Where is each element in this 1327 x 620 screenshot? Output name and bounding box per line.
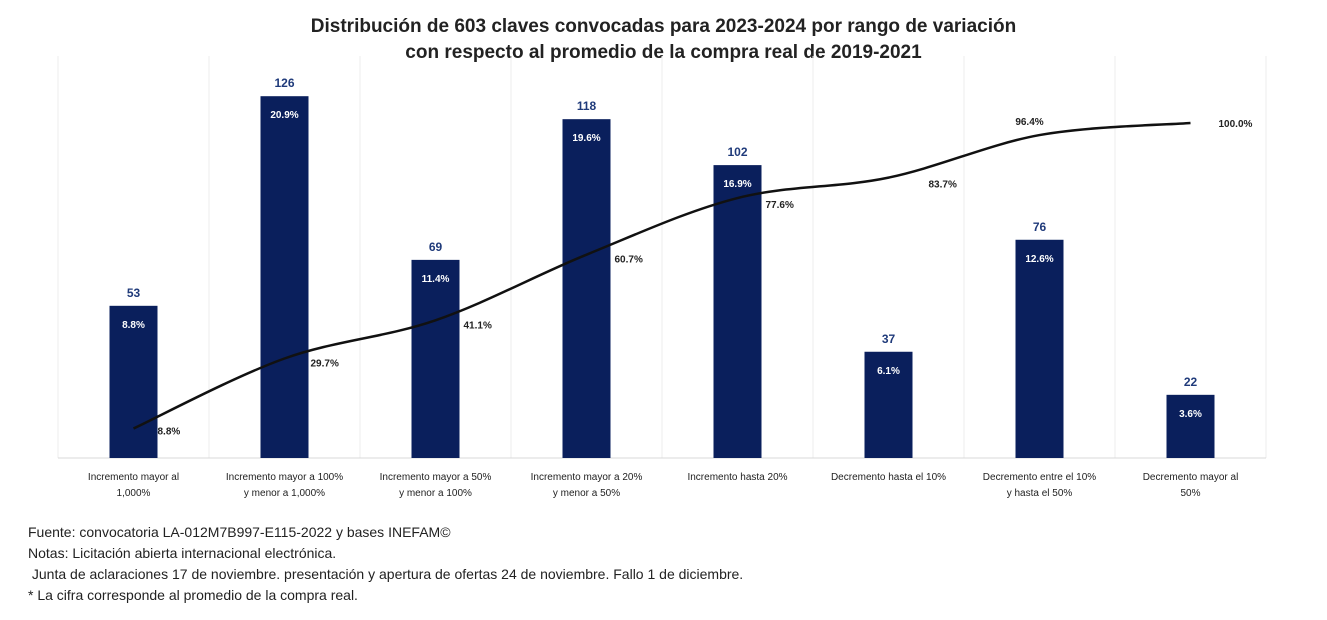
chart-plot: 53 8.8% Incremento mayor al 1,000% 126 20.9% I… xyxy=(57,56,1267,499)
bar xyxy=(109,305,158,458)
bar-value-label: 53 xyxy=(127,286,141,300)
x-tick-label: y menor a 50% xyxy=(553,488,620,499)
bar-share-label: 11.4% xyxy=(422,274,450,285)
chart-title: Distribución de 603 claves convocadas pa… xyxy=(0,14,1327,66)
x-tick-label: Incremento mayor a 50% xyxy=(380,472,492,483)
cumulative-label: 77.6% xyxy=(766,200,794,211)
source-note: Fuente: convocatoria LA-012M7B997-E115-2… xyxy=(28,524,451,540)
bar-value-label: 102 xyxy=(727,145,747,159)
bar xyxy=(260,96,309,458)
bar xyxy=(713,165,762,458)
cumulative-label: 96.4% xyxy=(1015,117,1043,128)
bar-value-label: 118 xyxy=(577,99,597,113)
bar xyxy=(1166,394,1215,458)
bar-value-label: 76 xyxy=(1033,220,1047,234)
bar xyxy=(864,351,913,458)
note-1: Notas: Licitación abierta internacional … xyxy=(28,545,337,561)
note-2: Junta de aclaraciones 17 de noviembre. p… xyxy=(28,566,744,582)
bar-value-label: 126 xyxy=(274,76,294,90)
chart-notes: Fuente: convocatoria LA-012M7B997-E115-2… xyxy=(28,522,743,606)
bar xyxy=(1015,239,1064,458)
cumulative-label: 41.1% xyxy=(464,320,492,331)
title-line-2: con respecto al promedio de la compra re… xyxy=(405,42,922,63)
x-tick-label: 1,000% xyxy=(117,488,151,499)
bar-share-label: 20.9% xyxy=(270,110,298,121)
title-line-1: Distribución de 603 claves convocadas pa… xyxy=(310,16,1017,37)
x-tick-label: Decremento entre el 10% xyxy=(983,472,1097,483)
bar xyxy=(562,119,611,459)
bar-value-label: 22 xyxy=(1184,375,1198,389)
cumulative-line xyxy=(132,121,1191,430)
x-tick-label: Incremento mayor a 20% xyxy=(531,472,643,483)
bar-value-label: 37 xyxy=(882,332,896,346)
x-tick-label: Incremento hasta 20% xyxy=(687,472,787,483)
bar-share-label: 8.8% xyxy=(122,320,145,331)
x-tick-label: y menor a 1,000% xyxy=(244,488,325,499)
bar-value-label: 69 xyxy=(429,240,443,254)
bar-share-label: 12.6% xyxy=(1025,254,1053,265)
cumulative-label: 29.7% xyxy=(311,359,339,370)
bar-share-label: 16.9% xyxy=(723,179,751,190)
note-3: * La cifra corresponde al promedio de la… xyxy=(28,587,358,603)
bar-share-label: 6.1% xyxy=(877,366,900,377)
x-tick-label: y menor a 100% xyxy=(399,488,472,499)
bar-share-label: 3.6% xyxy=(1179,409,1202,420)
x-tick-label: Incremento mayor a 100% xyxy=(226,472,343,483)
bar-share-label: 19.6% xyxy=(572,133,600,144)
x-tick-label: Decremento hasta el 10% xyxy=(831,472,946,483)
cumulative-label: 100.0% xyxy=(1219,119,1253,130)
cumulative-label: 8.8% xyxy=(158,427,181,438)
x-tick-label: y hasta el 50% xyxy=(1007,488,1073,499)
cumulative-label: 83.7% xyxy=(929,180,957,191)
bar xyxy=(411,259,460,458)
x-tick-label: 50% xyxy=(1180,488,1200,499)
x-tick-label: Decremento mayor al xyxy=(1143,472,1239,483)
cumulative-label: 60.7% xyxy=(615,255,643,266)
x-tick-label: Incremento mayor al xyxy=(88,472,179,483)
